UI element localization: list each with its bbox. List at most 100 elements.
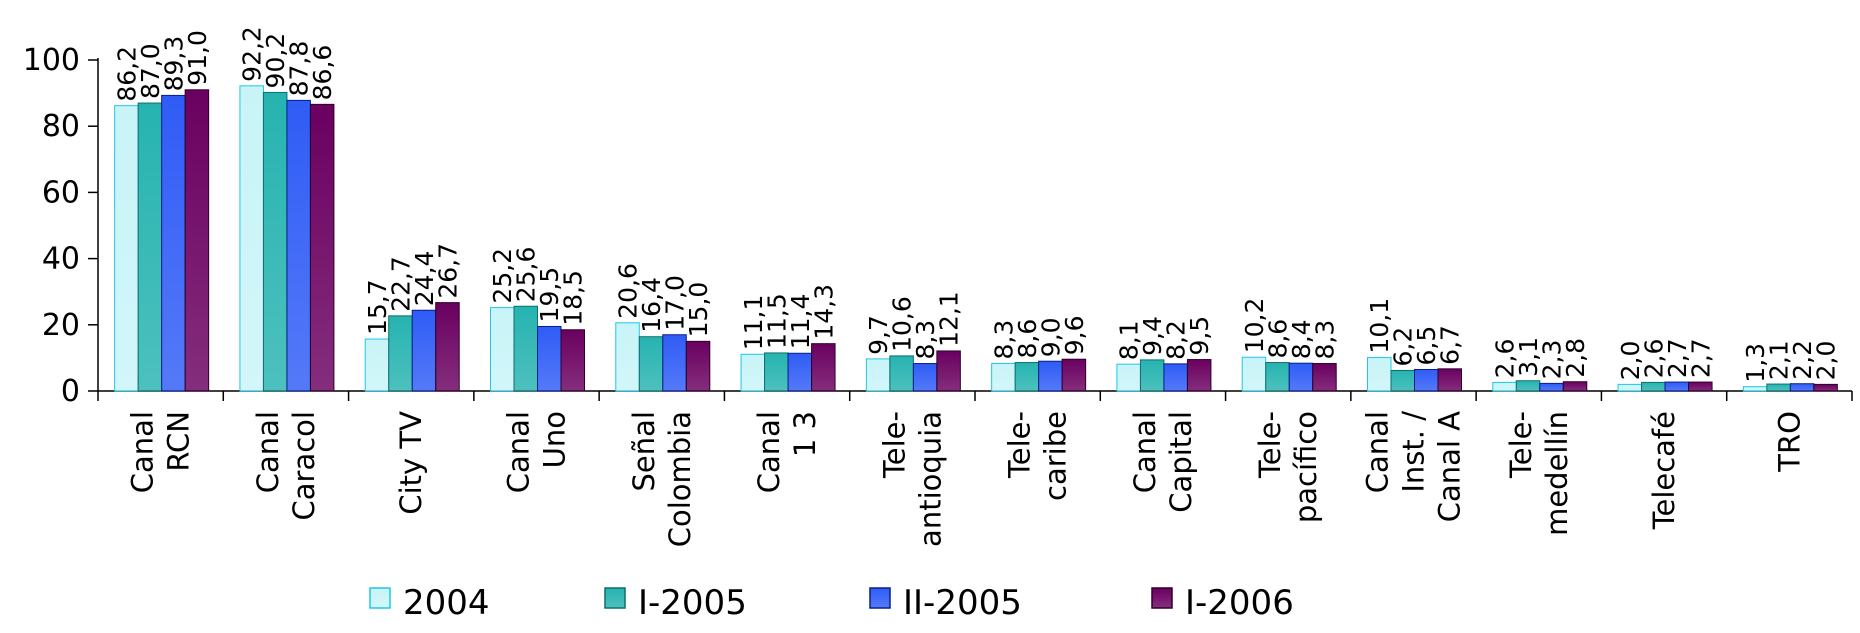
data-label: 9,5: [1185, 316, 1214, 356]
bar: [1766, 383, 1791, 392]
category-label: Canal: [1128, 411, 1162, 493]
bar: [1186, 359, 1212, 392]
category-label: antioquia: [913, 411, 947, 547]
data-label: 22,7: [386, 256, 415, 312]
data-label: 2,7: [1663, 338, 1692, 378]
data-label: 24,4: [410, 251, 439, 307]
category-label: Tele-: [877, 411, 911, 479]
category-label: caribe: [1039, 411, 1073, 501]
category-label: Colombia: [663, 411, 697, 547]
bar: [1617, 383, 1643, 392]
data-label: 91,0: [183, 30, 212, 86]
data-label: 8,2: [1162, 320, 1191, 360]
bar: [1414, 368, 1439, 392]
bars: [114, 85, 1838, 392]
bar: [490, 307, 515, 392]
category-label: Tele-: [1504, 411, 1538, 479]
bar: [1390, 369, 1415, 392]
data-label: 90,2: [261, 33, 290, 89]
bar: [1437, 368, 1462, 392]
bar: [388, 315, 413, 392]
legend-label: I-2005: [638, 583, 747, 623]
category-label: Uno: [538, 411, 572, 468]
category-label: medellín: [1540, 411, 1574, 536]
data-label: 20,6: [614, 263, 643, 319]
bar: [1241, 356, 1267, 392]
bar: [286, 99, 311, 392]
data-label: 14,3: [809, 284, 838, 340]
bar: [1139, 359, 1165, 392]
category-label: Telecafé: [1647, 411, 1681, 530]
y-tick-label: 20: [42, 308, 80, 343]
bar: [1265, 362, 1290, 392]
category-label: Canal: [502, 411, 536, 493]
data-label: 2,1: [1765, 340, 1794, 380]
bar: [991, 363, 1016, 392]
bar: [889, 355, 914, 392]
bar: [411, 309, 437, 392]
legend-label: 2004: [403, 583, 490, 623]
bar: [1515, 380, 1541, 392]
data-label: 9,7: [864, 315, 893, 355]
bar: [685, 340, 711, 392]
bar: [615, 322, 640, 392]
bar: [787, 352, 813, 392]
data-label: 15,7: [363, 279, 392, 335]
bar: [1367, 357, 1392, 392]
data-label: 17,0: [661, 275, 690, 331]
category-label: Canal: [251, 411, 285, 493]
bar: [912, 363, 938, 392]
category-label: Canal: [752, 411, 786, 493]
bar: [161, 94, 186, 392]
bar: [1038, 360, 1063, 392]
bar: [1789, 383, 1815, 392]
data-label: 9,6: [1060, 315, 1089, 355]
data-label: 8,6: [1263, 319, 1292, 359]
bar: [1116, 363, 1141, 392]
data-label: 10,1: [1365, 298, 1394, 354]
category-label: Tele-: [1253, 411, 1287, 479]
data-label: 19,5: [535, 267, 564, 323]
category-label: Caracol: [287, 411, 321, 520]
bar: [1562, 381, 1588, 392]
bar: [936, 350, 961, 392]
bar: [262, 91, 288, 392]
data-label: 8,3: [989, 320, 1018, 360]
data-label: 2,7: [1686, 338, 1715, 378]
data-label: 1,3: [1741, 343, 1770, 383]
data-label: 10,2: [1240, 298, 1269, 354]
data-label: 8,1: [1115, 320, 1144, 360]
category-label: Capital: [1164, 411, 1198, 513]
bar: [560, 329, 585, 392]
data-label: 12,1: [935, 291, 964, 347]
legend-label: I-2006: [1185, 583, 1294, 623]
data-label: 8,3: [1310, 320, 1339, 360]
category-label: Canal: [126, 411, 160, 493]
data-label: 2,3: [1538, 340, 1567, 380]
data-label: 11,5: [762, 293, 791, 349]
bar: [1742, 386, 1768, 392]
bar: [1641, 381, 1666, 392]
data-label: 3,1: [1514, 337, 1543, 377]
data-label: 18,5: [559, 270, 588, 326]
data-label: 9,4: [1138, 316, 1167, 356]
bar: [638, 336, 664, 392]
bar: [764, 352, 789, 392]
bar: [1813, 383, 1838, 392]
category-label: Inst. /: [1397, 411, 1431, 493]
bar: [537, 325, 562, 392]
data-label: 8,6: [1013, 319, 1042, 359]
data-label: 10,6: [888, 296, 917, 352]
bar: [513, 305, 538, 392]
bar: [1664, 381, 1690, 392]
data-label: 11,1: [739, 295, 768, 351]
bar: [1014, 362, 1040, 392]
category-labels: Canal RCN Canal Caracol City TV Canal Uno Señal…: [126, 411, 1807, 548]
data-label: 11,4: [786, 294, 815, 350]
bar: [114, 105, 139, 392]
x-axis: [97, 390, 1853, 401]
bar: [137, 102, 163, 392]
bar: [1288, 362, 1314, 392]
bar: [184, 89, 210, 392]
category-label: Señal: [627, 411, 661, 491]
